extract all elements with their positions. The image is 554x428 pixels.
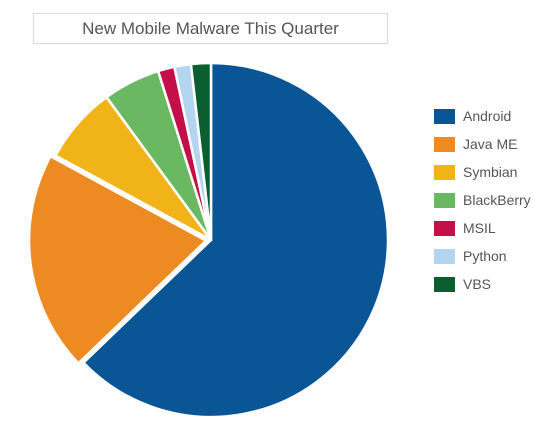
chart-title: New Mobile Malware This Quarter — [33, 13, 388, 44]
legend-item-android: Android — [434, 102, 531, 130]
pie-slice-vbs — [189, 61, 213, 242]
legend-swatch-vbs — [434, 276, 455, 292]
legend-swatch-python — [434, 248, 455, 264]
legend-item-msil: MSIL — [434, 214, 531, 242]
legend-item-python: Python — [434, 242, 531, 270]
legend-item-blackberry: BlackBerry — [434, 186, 531, 214]
legend-swatch-blackberry — [434, 192, 455, 208]
pie-slice-java-me — [27, 154, 208, 365]
legend-item-vbs: VBS — [434, 270, 531, 298]
legend-swatch-symbian — [434, 164, 455, 180]
legend-label-msil: MSIL — [463, 220, 496, 236]
pie-slice-android — [82, 61, 390, 419]
legend-swatch-msil — [434, 220, 455, 236]
legend-label-vbs: VBS — [463, 276, 492, 292]
legend-label-blackberry: BlackBerry — [463, 192, 531, 208]
legend: Android Java ME Symbian BlackBerry MSIL Pytho… — [434, 102, 531, 298]
legend-label-python: Python — [463, 248, 507, 264]
legend-label-symbian: Symbian — [463, 164, 518, 180]
legend-item-java-me: Java ME — [434, 130, 531, 158]
legend-item-symbian: Symbian — [434, 158, 531, 186]
legend-swatch-java-me — [434, 136, 455, 152]
legend-swatch-android — [434, 108, 455, 124]
legend-label-java-me: Java ME — [463, 136, 518, 152]
legend-label-android: Android — [463, 108, 512, 124]
